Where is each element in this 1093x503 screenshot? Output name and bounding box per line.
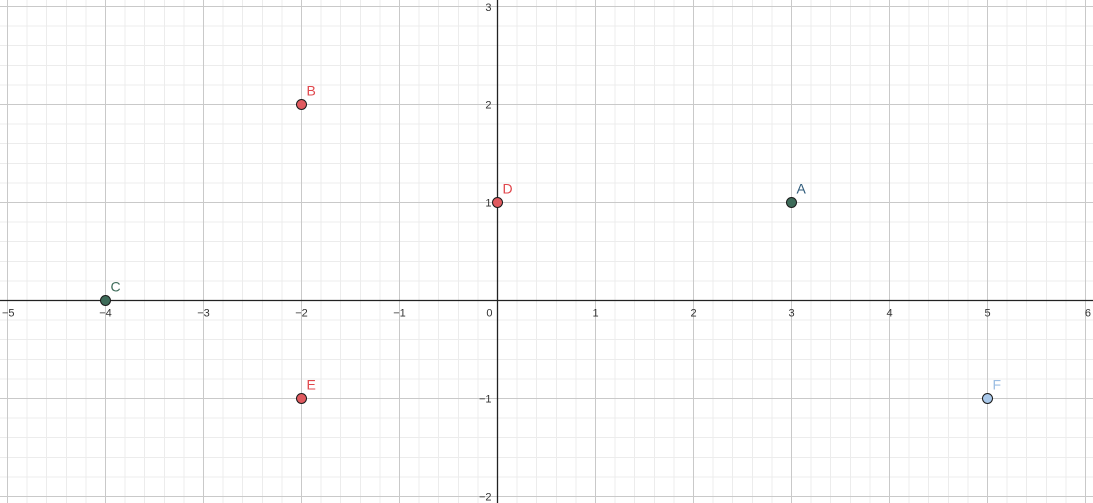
point-label: E [307,377,316,393]
x-tick-label: 5 [984,308,990,320]
point-a[interactable]: A [786,181,807,208]
x-tick-label: −5 [2,308,15,320]
x-tick-label: 0 [486,308,492,320]
point-label: B [307,83,316,99]
point-label: A [797,181,807,197]
x-tick-label: 4 [886,308,892,320]
x-tick-label: −2 [295,308,308,320]
point-label: D [503,181,513,197]
point-marker[interactable] [296,393,307,404]
point-marker[interactable] [982,393,993,404]
x-tick-label: −1 [393,308,406,320]
x-tick-label: −4 [99,308,112,320]
point-marker[interactable] [100,295,111,306]
y-tick-label: 1 [485,198,491,210]
data-points[interactable]: A B C D E F [100,83,1002,404]
y-tick-label: 2 [485,100,491,112]
point-c[interactable]: C [100,279,121,306]
point-e[interactable]: E [296,377,316,404]
point-f[interactable]: F [982,377,1002,404]
y-tick-label: −1 [479,394,492,406]
x-tick-label: −3 [197,308,210,320]
x-tick-label: 3 [788,308,794,320]
point-b[interactable]: B [296,83,316,110]
x-tick-label: 2 [690,308,696,320]
x-tick-label: 6 [1085,308,1091,320]
point-marker[interactable] [786,197,797,208]
point-d[interactable]: D [492,181,513,208]
y-tick-label: 3 [485,2,491,14]
point-marker[interactable] [296,99,307,110]
point-marker[interactable] [492,197,503,208]
point-label: C [111,279,121,295]
y-tick-label: −2 [479,492,492,503]
point-label: F [993,377,1002,393]
x-tick-label: 1 [592,308,598,320]
